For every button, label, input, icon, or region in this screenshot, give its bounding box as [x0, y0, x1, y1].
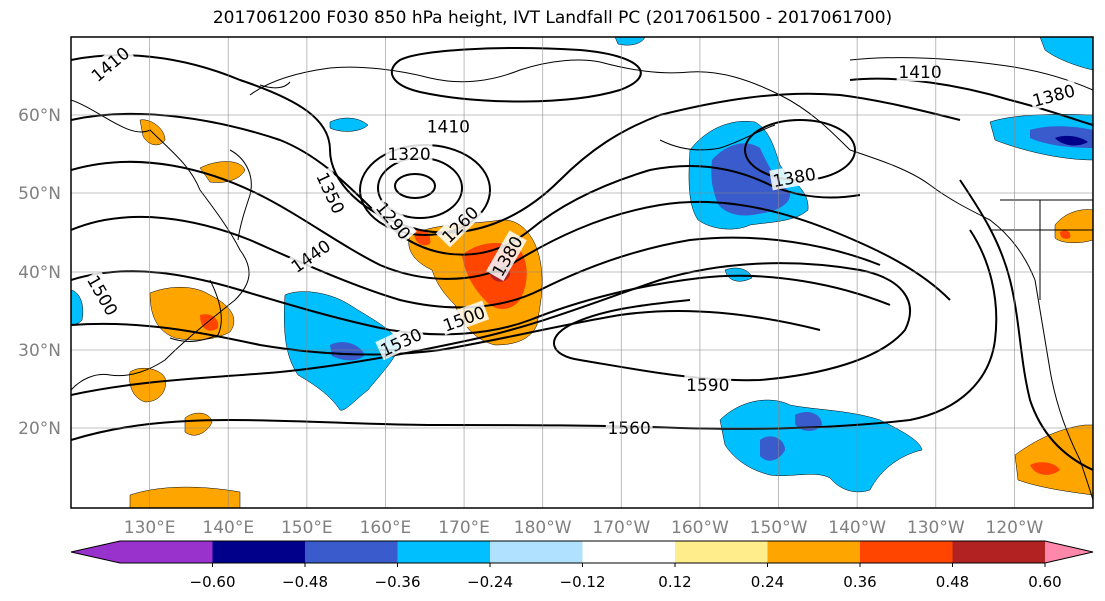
contour-label-text: 1410	[898, 63, 941, 83]
colorbar-segment	[860, 541, 953, 563]
colorbar-over-segment	[1045, 541, 1093, 563]
gridlines-layer	[71, 37, 1093, 508]
ivt-negative-region-small-east	[724, 267, 753, 282]
colorbar-segment	[212, 541, 305, 563]
colorbar: −0.60 −0.48 −0.36 −0.24 −0.12 0.12 0.24 0.36 0.4…	[70, 540, 1094, 591]
lon-tick-label: 140°E	[202, 518, 254, 538]
colorbar-tick-label: −0.12	[560, 573, 606, 591]
map-frame	[70, 36, 1094, 509]
lon-tick-label: 160°W	[671, 518, 729, 538]
colorbar-tick-label: 0.12	[658, 573, 691, 591]
ivt-strong-region-baja	[1030, 462, 1060, 475]
colorbar-tick-label: 0.48	[936, 573, 969, 591]
lon-tick-label: 130°W	[907, 518, 965, 538]
contour-label-box	[82, 269, 124, 321]
contour-label: 1410	[896, 61, 944, 83]
map-background	[71, 37, 1093, 508]
colorbar-tick-label: 0.36	[843, 573, 876, 591]
colorbar-tick-label: −0.36	[375, 573, 421, 591]
colorbar-segment	[305, 541, 398, 563]
colorbar-segment	[952, 541, 1045, 563]
contour-label: 1380	[769, 162, 819, 192]
axis-tick-labels: 130°E 140°E 150°E 160°E 170°E 180°W 170°W 160°W…	[18, 106, 1043, 538]
lon-tick-label: 170°E	[438, 518, 490, 538]
lon-tick-label: 160°E	[360, 518, 412, 538]
lat-tick-label: 50°N	[18, 184, 61, 204]
colorbar-segment	[767, 541, 860, 563]
colorbar-outline	[70, 540, 1094, 564]
colorbar-tick-label: −0.60	[190, 573, 236, 591]
contour-label-box	[769, 162, 819, 191]
contour-label-box	[424, 115, 472, 136]
contour-label-box	[1028, 78, 1079, 111]
ivt-positive-region-baja	[1014, 424, 1093, 496]
ivt-positive-region-southwest	[129, 486, 241, 508]
chart-title: 2017061200 F030 850 hPa height, IVT Land…	[212, 8, 893, 28]
ivt-negative-region-bering	[329, 117, 369, 132]
colorbar-segment	[490, 541, 583, 563]
coastlines-layer	[71, 57, 1093, 501]
contour-label-text: 1590	[686, 376, 729, 396]
contour-label-box	[486, 230, 527, 281]
contour-label-text: 1410	[427, 118, 470, 138]
contour-label-box	[375, 322, 427, 361]
contour-label-box	[285, 233, 336, 277]
ivt-shading-layer	[71, 37, 1093, 508]
contour-label-box	[385, 143, 433, 163]
lon-tick-label: 150°W	[750, 518, 808, 538]
contour-label: 1410	[424, 115, 472, 138]
contour-label-box	[312, 167, 351, 219]
contour-label: 1320	[385, 143, 433, 165]
lat-tick-label: 40°N	[18, 263, 61, 283]
colorbar-segment	[582, 541, 675, 563]
ivt-strong-region-north	[414, 229, 431, 246]
ivt-moderate-negative-gulf-alaska	[711, 143, 791, 216]
colorbar-segment	[397, 541, 490, 563]
ivt-positive-region-kamchatka	[199, 161, 246, 183]
lon-tick-label: 130°E	[124, 518, 176, 538]
colorbar-tick-label: 0.24	[751, 573, 784, 591]
lon-tick-label: 170°W	[592, 518, 650, 538]
ivt-positive-region-south	[184, 412, 213, 436]
contour-label-text: 1320	[387, 145, 430, 165]
contour-label: 1590	[684, 374, 732, 396]
lon-tick-label: 120°W	[986, 518, 1044, 538]
contour-label-box	[605, 417, 653, 437]
lon-tick-label: 140°W	[828, 518, 886, 538]
contour-label-box	[896, 61, 944, 82]
ivt-moderate-negative-central-west	[330, 342, 365, 361]
contour-label: 1560	[605, 417, 653, 439]
colorbar-segment	[675, 541, 768, 563]
colorbar-tick-label: 0.60	[1028, 573, 1061, 591]
contour-label-text: 1560	[608, 419, 651, 439]
colorbar-tick-label: −0.24	[467, 573, 513, 591]
contour-label-box	[684, 374, 732, 395]
ivt-strong-region-california	[1060, 230, 1071, 239]
lat-tick-label: 30°N	[18, 341, 61, 361]
lon-tick-label: 150°E	[281, 518, 333, 538]
ivt-strong-region-japan	[200, 314, 219, 331]
ivt-strong-negative-british-columbia	[1055, 135, 1088, 146]
lon-tick-label: 180°W	[514, 518, 572, 538]
lat-tick-label: 60°N	[18, 106, 61, 126]
contour-label-box	[371, 195, 417, 245]
contour-label-box	[435, 200, 484, 248]
contour-label-box	[85, 40, 135, 87]
colorbar-under-segment	[71, 541, 213, 563]
colorbar-tick-label: −0.48	[282, 573, 328, 591]
lat-tick-label: 20°N	[18, 419, 61, 439]
